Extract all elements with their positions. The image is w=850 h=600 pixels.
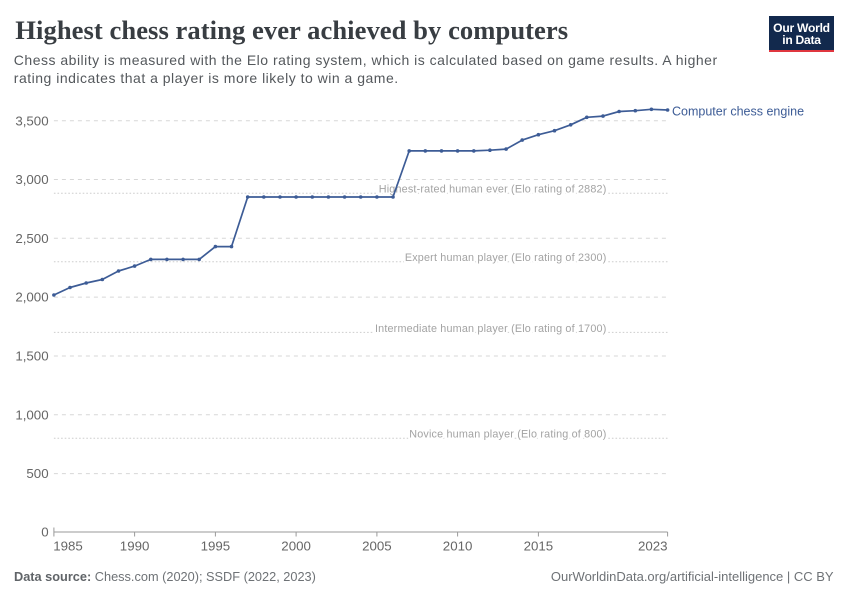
svg-text:0: 0 bbox=[41, 525, 48, 540]
svg-text:1990: 1990 bbox=[120, 539, 150, 554]
svg-text:500: 500 bbox=[26, 466, 48, 481]
svg-text:2000: 2000 bbox=[281, 539, 311, 554]
svg-text:1,500: 1,500 bbox=[15, 349, 48, 364]
svg-text:1995: 1995 bbox=[201, 539, 231, 554]
svg-text:3,000: 3,000 bbox=[15, 172, 48, 187]
svg-text:Highest-rated human ever (Elo: Highest-rated human ever (Elo rating of … bbox=[379, 184, 607, 196]
svg-text:Intermediate human player (Elo: Intermediate human player (Elo rating of… bbox=[375, 323, 607, 335]
svg-text:2010: 2010 bbox=[443, 539, 473, 554]
svg-text:2005: 2005 bbox=[362, 539, 392, 554]
svg-text:Novice human player (Elo ratin: Novice human player (Elo rating of 800) bbox=[409, 429, 606, 441]
svg-text:2,000: 2,000 bbox=[15, 290, 48, 305]
svg-text:1,000: 1,000 bbox=[15, 407, 48, 422]
svg-text:Computer chess engine: Computer chess engine bbox=[672, 105, 804, 119]
svg-text:3,500: 3,500 bbox=[15, 113, 48, 128]
svg-text:2015: 2015 bbox=[524, 539, 554, 554]
svg-text:Expert human player (Elo ratin: Expert human player (Elo rating of 2300) bbox=[405, 252, 607, 264]
svg-text:2,500: 2,500 bbox=[15, 231, 48, 246]
svg-text:1985: 1985 bbox=[53, 539, 83, 554]
svg-text:2023: 2023 bbox=[638, 539, 668, 554]
